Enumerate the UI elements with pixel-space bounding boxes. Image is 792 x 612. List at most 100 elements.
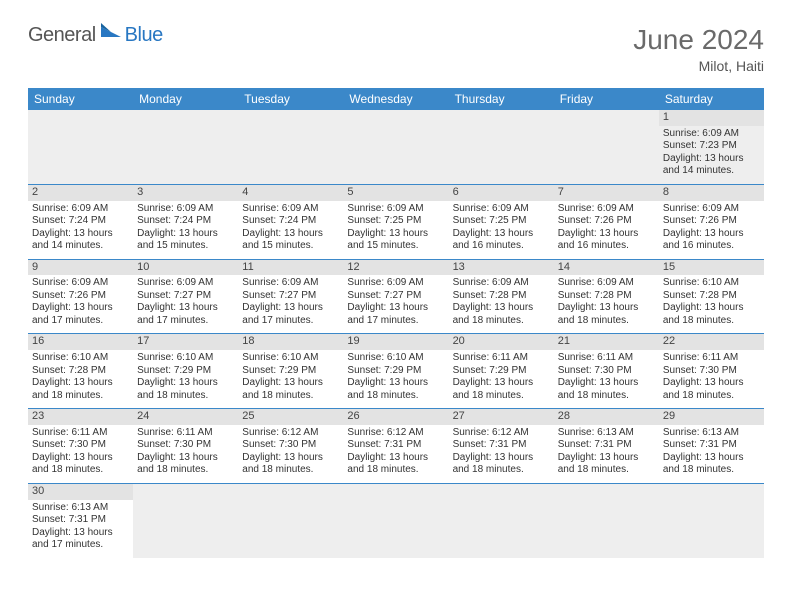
day-number: 14	[554, 260, 659, 276]
daylight-text: Daylight: 13 hours	[347, 377, 444, 390]
sunrise-text: Sunrise: 6:09 AM	[137, 277, 234, 290]
day-number: 5	[343, 185, 448, 201]
calendar-week-row: 23Sunrise: 6:11 AMSunset: 7:30 PMDayligh…	[28, 409, 764, 484]
sunset-text: Sunset: 7:29 PM	[453, 365, 550, 378]
sunset-text: Sunset: 7:31 PM	[663, 439, 760, 452]
daylight-text: and 15 minutes.	[347, 240, 444, 253]
weekday-header-row: Sunday Monday Tuesday Wednesday Thursday…	[28, 88, 764, 110]
sunset-text: Sunset: 7:27 PM	[137, 290, 234, 303]
day-number: 29	[659, 409, 764, 425]
sunset-text: Sunset: 7:30 PM	[32, 439, 129, 452]
calendar-table: Sunday Monday Tuesday Wednesday Thursday…	[28, 88, 764, 558]
sunset-text: Sunset: 7:31 PM	[32, 514, 129, 527]
sunset-text: Sunset: 7:27 PM	[347, 290, 444, 303]
sunrise-text: Sunrise: 6:09 AM	[32, 277, 129, 290]
day-number: 16	[28, 334, 133, 350]
day-number: 1	[659, 110, 764, 126]
logo-flag-icon	[101, 23, 123, 44]
daylight-text: and 16 minutes.	[453, 240, 550, 253]
calendar-cell: 8Sunrise: 6:09 AMSunset: 7:26 PMDaylight…	[659, 184, 764, 259]
page-title: June 2024	[633, 24, 764, 56]
sunrise-text: Sunrise: 6:09 AM	[347, 203, 444, 216]
sunset-text: Sunset: 7:28 PM	[558, 290, 655, 303]
daylight-text: and 18 minutes.	[137, 390, 234, 403]
daylight-text: Daylight: 13 hours	[242, 228, 339, 241]
calendar-cell: 18Sunrise: 6:10 AMSunset: 7:29 PMDayligh…	[238, 334, 343, 409]
daylight-text: Daylight: 13 hours	[242, 377, 339, 390]
daylight-text: Daylight: 13 hours	[558, 302, 655, 315]
title-block: June 2024 Milot, Haiti	[633, 24, 764, 74]
daylight-text: Daylight: 13 hours	[32, 527, 129, 540]
day-number: 3	[133, 185, 238, 201]
calendar-cell: 22Sunrise: 6:11 AMSunset: 7:30 PMDayligh…	[659, 334, 764, 409]
calendar-cell: 16Sunrise: 6:10 AMSunset: 7:28 PMDayligh…	[28, 334, 133, 409]
calendar-cell	[659, 483, 764, 557]
calendar-week-row: 9Sunrise: 6:09 AMSunset: 7:26 PMDaylight…	[28, 259, 764, 334]
day-number: 6	[449, 185, 554, 201]
calendar-cell: 28Sunrise: 6:13 AMSunset: 7:31 PMDayligh…	[554, 409, 659, 484]
calendar-cell: 3Sunrise: 6:09 AMSunset: 7:24 PMDaylight…	[133, 184, 238, 259]
daylight-text: and 18 minutes.	[558, 315, 655, 328]
sunrise-text: Sunrise: 6:12 AM	[347, 427, 444, 440]
sunset-text: Sunset: 7:28 PM	[663, 290, 760, 303]
sunrise-text: Sunrise: 6:10 AM	[137, 352, 234, 365]
sunrise-text: Sunrise: 6:12 AM	[453, 427, 550, 440]
sunrise-text: Sunrise: 6:10 AM	[32, 352, 129, 365]
sunset-text: Sunset: 7:24 PM	[242, 215, 339, 228]
day-number: 28	[554, 409, 659, 425]
daylight-text: and 16 minutes.	[663, 240, 760, 253]
day-number: 21	[554, 334, 659, 350]
day-number: 30	[28, 484, 133, 500]
sunset-text: Sunset: 7:29 PM	[347, 365, 444, 378]
daylight-text: Daylight: 13 hours	[137, 228, 234, 241]
calendar-cell: 4Sunrise: 6:09 AMSunset: 7:24 PMDaylight…	[238, 184, 343, 259]
day-number: 25	[238, 409, 343, 425]
sunset-text: Sunset: 7:26 PM	[663, 215, 760, 228]
sunset-text: Sunset: 7:25 PM	[453, 215, 550, 228]
sunset-text: Sunset: 7:29 PM	[242, 365, 339, 378]
daylight-text: and 18 minutes.	[558, 390, 655, 403]
daylight-text: and 14 minutes.	[32, 240, 129, 253]
header: General Blue June 2024 Milot, Haiti	[28, 24, 764, 74]
calendar-cell: 17Sunrise: 6:10 AMSunset: 7:29 PMDayligh…	[133, 334, 238, 409]
daylight-text: and 18 minutes.	[347, 390, 444, 403]
calendar-cell: 2Sunrise: 6:09 AMSunset: 7:24 PMDaylight…	[28, 184, 133, 259]
calendar-cell	[554, 110, 659, 184]
daylight-text: Daylight: 13 hours	[453, 302, 550, 315]
sunrise-text: Sunrise: 6:11 AM	[453, 352, 550, 365]
sunset-text: Sunset: 7:25 PM	[347, 215, 444, 228]
day-number: 7	[554, 185, 659, 201]
calendar-cell: 6Sunrise: 6:09 AMSunset: 7:25 PMDaylight…	[449, 184, 554, 259]
calendar-cell	[343, 110, 448, 184]
sunrise-text: Sunrise: 6:09 AM	[453, 277, 550, 290]
calendar-cell: 12Sunrise: 6:09 AMSunset: 7:27 PMDayligh…	[343, 259, 448, 334]
daylight-text: and 14 minutes.	[663, 165, 760, 178]
sunrise-text: Sunrise: 6:13 AM	[558, 427, 655, 440]
day-number: 13	[449, 260, 554, 276]
sunset-text: Sunset: 7:28 PM	[32, 365, 129, 378]
daylight-text: and 18 minutes.	[663, 315, 760, 328]
logo: General Blue	[28, 24, 163, 47]
day-number: 18	[238, 334, 343, 350]
sunrise-text: Sunrise: 6:13 AM	[663, 427, 760, 440]
daylight-text: and 18 minutes.	[242, 464, 339, 477]
sunrise-text: Sunrise: 6:09 AM	[663, 128, 760, 141]
calendar-cell: 19Sunrise: 6:10 AMSunset: 7:29 PMDayligh…	[343, 334, 448, 409]
sunset-text: Sunset: 7:26 PM	[32, 290, 129, 303]
day-number: 10	[133, 260, 238, 276]
calendar-cell	[449, 110, 554, 184]
weekday-header: Wednesday	[343, 88, 448, 110]
sunrise-text: Sunrise: 6:10 AM	[663, 277, 760, 290]
calendar-cell: 29Sunrise: 6:13 AMSunset: 7:31 PMDayligh…	[659, 409, 764, 484]
daylight-text: and 18 minutes.	[137, 464, 234, 477]
sunrise-text: Sunrise: 6:09 AM	[663, 203, 760, 216]
calendar-cell	[449, 483, 554, 557]
sunset-text: Sunset: 7:28 PM	[453, 290, 550, 303]
daylight-text: Daylight: 13 hours	[453, 228, 550, 241]
daylight-text: and 18 minutes.	[242, 390, 339, 403]
calendar-cell: 5Sunrise: 6:09 AMSunset: 7:25 PMDaylight…	[343, 184, 448, 259]
daylight-text: Daylight: 13 hours	[453, 452, 550, 465]
day-number: 19	[343, 334, 448, 350]
sunrise-text: Sunrise: 6:13 AM	[32, 502, 129, 515]
calendar-cell: 23Sunrise: 6:11 AMSunset: 7:30 PMDayligh…	[28, 409, 133, 484]
